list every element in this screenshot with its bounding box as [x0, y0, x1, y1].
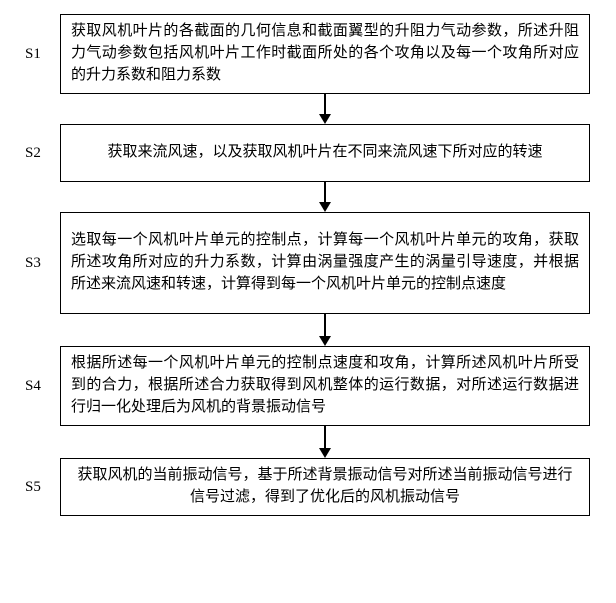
arrow-s4-s5 — [0, 0, 616, 603]
